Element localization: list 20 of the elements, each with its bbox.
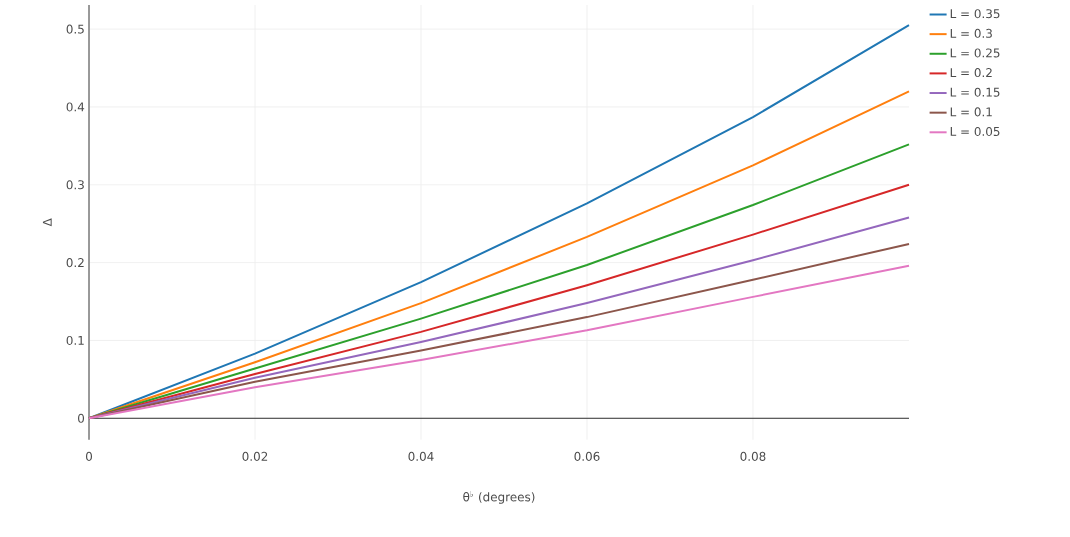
- legend-label: L = 0.25: [950, 48, 1000, 58]
- legend-label: L = 0.15: [950, 87, 1000, 97]
- x-axis-title: θ$^{♭}$ (degrees): [463, 491, 535, 504]
- y-tick-label: 0: [78, 413, 85, 423]
- y-tick-label: 0.2: [66, 258, 84, 268]
- legend-label: L = 0.05: [950, 126, 1000, 137]
- y-tick-label: 0.4: [66, 102, 85, 112]
- legend-label: L = 0.3: [950, 28, 992, 38]
- legend-label: L = 0.35: [950, 9, 1000, 19]
- x-tick-label: 0.06: [574, 451, 600, 461]
- legend-label: L = 0.2: [950, 68, 992, 78]
- legend-label: L = 0.1: [950, 107, 992, 117]
- x-tick-label: 0: [85, 451, 93, 461]
- y-tick-label: 0.1: [66, 335, 84, 345]
- x-tick-label: 0.08: [740, 451, 766, 461]
- y-tick-label: 0.3: [66, 180, 84, 190]
- y-axis-title: Δ: [42, 218, 52, 227]
- y-tick-label: 0.5: [66, 24, 84, 34]
- x-tick-label: 0.04: [408, 451, 434, 461]
- x-tick-label: 0.02: [242, 451, 268, 461]
